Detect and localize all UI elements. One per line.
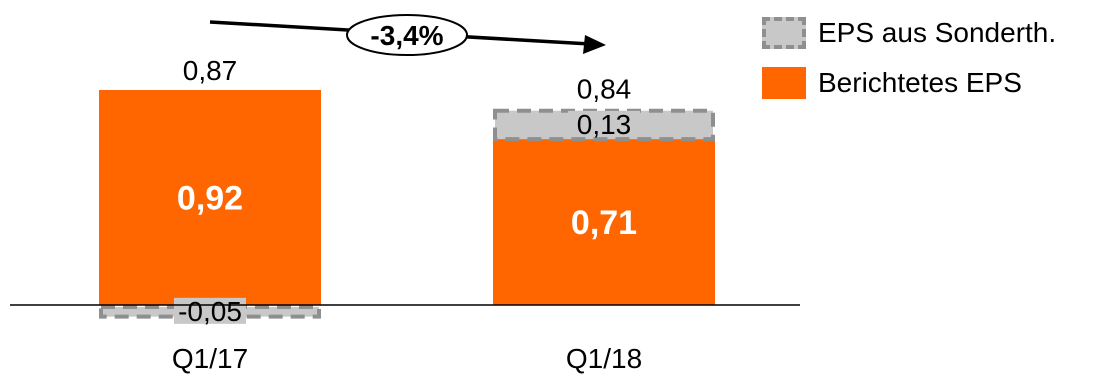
- value-label-special-0: -0,05: [178, 296, 242, 327]
- value-label-bg-special-1: [568, 110, 640, 137]
- category-label-0: Q1/17: [172, 343, 248, 374]
- legend-item-sondereffekte: EPS aus Sonderth.: [762, 8, 1056, 58]
- value-label-reported-0: 0,92: [177, 179, 243, 217]
- change-label: -3,4%: [370, 20, 443, 51]
- category-label-1: Q1/18: [566, 343, 642, 374]
- bar-reported-0: [99, 89, 321, 305]
- legend-label-sondereffekte: EPS aus Sonderth.: [818, 17, 1057, 48]
- value-label-bg-special-0: [174, 297, 246, 324]
- change-badge: [346, 14, 468, 56]
- value-label-reported-1: 0,71: [571, 204, 637, 242]
- total-label-0: 0,87: [183, 55, 238, 86]
- value-label-special-1: 0,13: [577, 109, 632, 140]
- total-label-1: 0,84: [577, 74, 632, 105]
- change-arrow-head: [583, 35, 606, 54]
- legend-item-berichtet: Berichtetes EPS: [762, 58, 1056, 108]
- legend: EPS aus Sonderth. Berichtetes EPS: [762, 8, 1056, 108]
- bar-reported-1: [493, 139, 715, 305]
- legend-label-berichtet: Berichtetes EPS: [818, 67, 1022, 98]
- legend-swatch-berichtet: [762, 67, 806, 99]
- legend-swatch-sondereffekte: [762, 17, 806, 49]
